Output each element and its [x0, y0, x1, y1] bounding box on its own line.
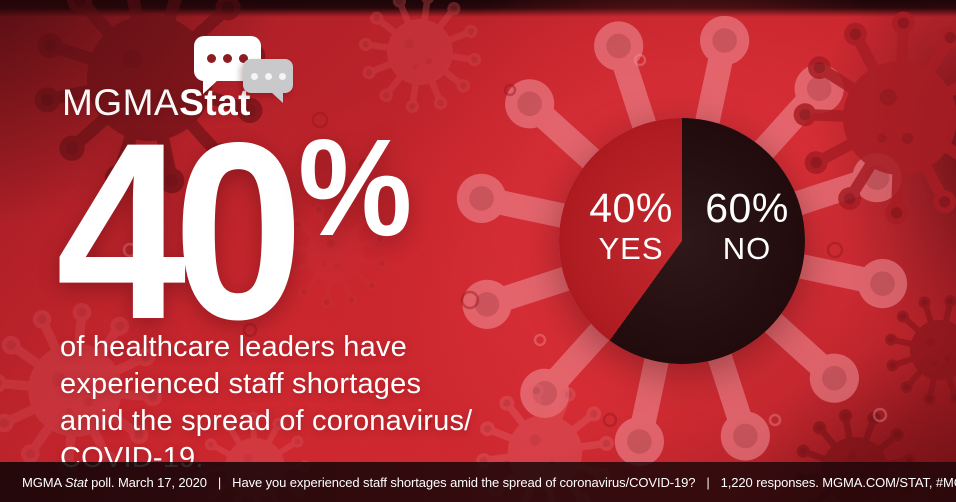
bubble-dot — [250, 72, 258, 80]
bubble-dot — [264, 72, 272, 80]
logo-wordmark: MGMAStat — [62, 84, 251, 121]
footer-separator: | — [706, 474, 710, 490]
description-line: of healthcare leaders have — [60, 331, 407, 363]
yes-percentage: 40% — [589, 185, 673, 231]
pie-chart — [559, 118, 805, 364]
yes-label: YES — [598, 231, 664, 266]
description-line: experienced staff shortages — [60, 368, 422, 400]
bubble-dot — [223, 54, 232, 63]
no-percentage: 60% — [705, 185, 789, 231]
logo-brand: MGMA — [62, 82, 180, 123]
poll-source: MGMA Stat poll. March 17, 2020 — [22, 474, 207, 490]
footer-bar: MGMA Stat poll. March 17, 2020 | Have yo… — [0, 462, 956, 502]
no-label: NO — [722, 231, 772, 266]
poll-source-italic: Stat — [64, 474, 88, 490]
speech-bubble-small-icon — [243, 59, 293, 103]
pie-slice-label-no: 60% NO — [682, 185, 812, 266]
poll-question: Have you experienced staff shortages ami… — [232, 474, 696, 490]
bubble-dot — [207, 54, 216, 63]
footer-separator: | — [217, 474, 222, 490]
bubble-dot — [278, 72, 286, 80]
bubble-dot — [239, 54, 248, 63]
mgma-stat-logo: MGMAStat — [62, 36, 302, 130]
headline-percent-sign: % — [298, 111, 413, 265]
poll-responses: 1,220 responses. MGMA.COM/STAT, #MGMASTA… — [720, 474, 956, 490]
headline-statistic: 40 % — [56, 91, 413, 372]
description-line: amid the spread of coronavirus/ — [60, 405, 473, 437]
pie-slice-label-yes: 40% YES — [566, 185, 696, 266]
headline-description: of healthcare leaders have experienced s… — [60, 329, 472, 477]
headline-value: 40 — [56, 91, 304, 372]
